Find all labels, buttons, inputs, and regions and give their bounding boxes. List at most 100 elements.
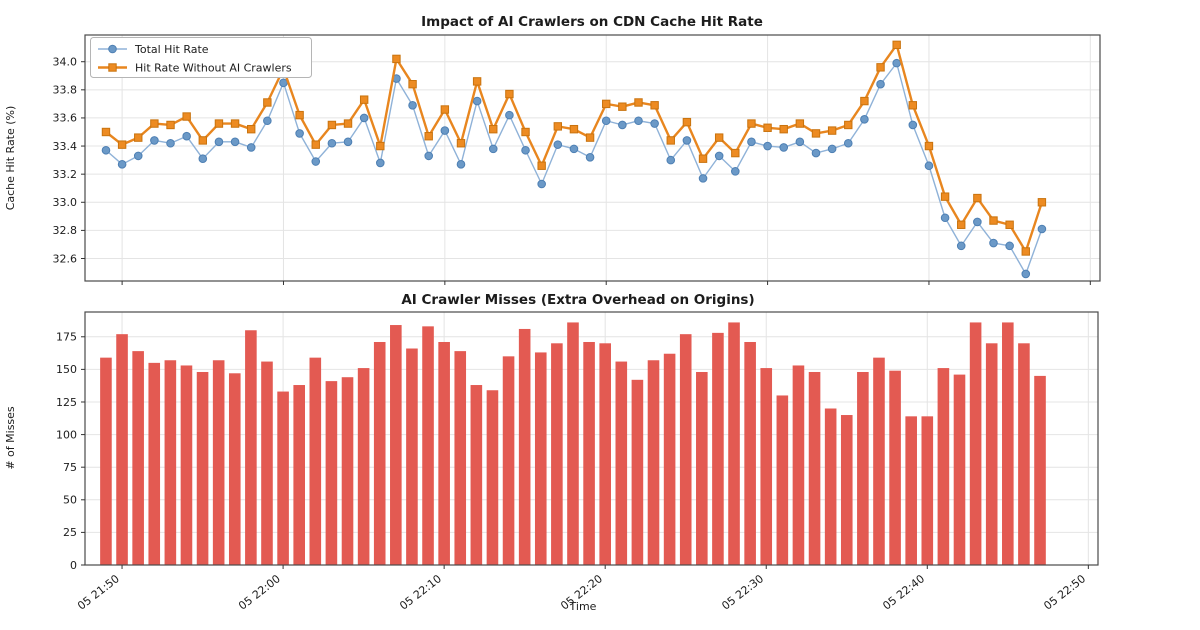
data-point-marker <box>327 120 337 130</box>
bar <box>728 322 740 565</box>
bar <box>357 368 370 565</box>
data-point-marker <box>521 127 530 137</box>
data-point-marker <box>150 119 159 128</box>
data-point-marker <box>488 144 498 154</box>
data-point-marker <box>860 115 869 124</box>
data-point-marker <box>359 113 369 123</box>
data-point-marker <box>343 137 353 147</box>
bar <box>341 377 354 565</box>
data-point-marker <box>311 157 321 166</box>
bottom-chart-xlabel: Time <box>569 600 597 613</box>
bar <box>744 341 756 565</box>
data-point-marker <box>924 141 934 151</box>
bar <box>1002 322 1014 565</box>
data-point-marker <box>940 213 950 223</box>
data-point-marker <box>101 145 111 155</box>
data-point-marker <box>989 216 998 225</box>
data-point-marker <box>876 63 885 72</box>
legend-label: Hit Rate Without AI Crawlers <box>135 62 292 75</box>
bar <box>921 416 934 565</box>
bar <box>148 362 161 565</box>
data-point-marker <box>133 151 143 161</box>
data-point-marker <box>892 58 901 68</box>
y-tick-label: 25 <box>63 526 77 539</box>
data-point-marker <box>456 160 466 169</box>
data-point-marker <box>650 119 659 128</box>
bar <box>696 371 708 565</box>
bar <box>969 322 982 565</box>
data-point-marker <box>182 131 191 141</box>
bar <box>518 328 531 565</box>
y-tick-label: 0 <box>70 559 77 572</box>
bar <box>873 357 885 565</box>
crawler-misses-bar-chart: AI Crawler Misses (Extra Overhead on Ori… <box>4 292 1099 613</box>
data-point-marker <box>295 129 304 138</box>
data-point-marker <box>408 80 417 89</box>
bar <box>953 374 966 565</box>
bar <box>889 370 901 565</box>
data-point-marker <box>456 139 466 148</box>
y-tick-label: 32.8 <box>53 224 78 237</box>
bar <box>486 390 499 565</box>
series-line-total <box>105 62 1043 275</box>
data-point-marker <box>166 120 175 130</box>
bar <box>824 408 837 565</box>
bar <box>615 361 628 565</box>
bar <box>196 371 209 565</box>
data-point-marker <box>182 112 191 121</box>
data-point-marker <box>553 140 563 149</box>
bar <box>840 415 853 565</box>
bar <box>373 341 386 565</box>
data-point-marker <box>779 143 789 152</box>
bar <box>937 368 950 565</box>
bottom-chart-ylabel: # of Misses <box>4 406 17 470</box>
bar <box>1034 375 1046 565</box>
data-point-marker <box>602 99 611 109</box>
data-point-marker <box>811 129 821 138</box>
data-point-marker <box>327 138 337 148</box>
data-point-marker <box>472 77 482 86</box>
bar <box>180 365 193 565</box>
y-tick-label: 50 <box>63 494 77 507</box>
data-point-marker <box>134 133 143 142</box>
data-point-marker <box>795 137 805 147</box>
bar <box>212 360 225 565</box>
data-point-marker <box>779 124 788 134</box>
bar <box>406 348 418 565</box>
y-tick-label: 150 <box>56 363 77 376</box>
plot-border <box>84 34 1101 282</box>
data-point-marker <box>376 141 385 151</box>
data-point-marker <box>989 238 998 248</box>
bar <box>502 356 515 565</box>
data-point-marker <box>843 138 853 148</box>
bar <box>599 343 611 565</box>
data-point-marker <box>424 151 434 161</box>
data-point-marker <box>973 217 982 227</box>
y-tick-label: 32.6 <box>53 252 78 265</box>
bar <box>100 357 112 565</box>
y-tick-label: 34.0 <box>53 56 78 69</box>
data-point-marker <box>585 152 595 162</box>
data-point-marker <box>150 136 159 145</box>
data-point-marker <box>1037 224 1047 234</box>
data-point-marker <box>214 137 224 147</box>
data-point-marker <box>957 220 966 229</box>
data-point-marker <box>505 110 514 120</box>
data-point-marker <box>698 154 708 163</box>
data-point-marker <box>1005 241 1014 251</box>
data-point-marker <box>198 136 207 145</box>
y-tick-label: 33.4 <box>53 140 78 153</box>
data-point-marker <box>537 179 546 189</box>
data-point-marker <box>440 126 450 135</box>
data-point-marker <box>811 148 821 158</box>
data-point-marker <box>601 116 611 126</box>
bar <box>228 373 241 565</box>
bar <box>631 379 644 565</box>
top-chart-ylabel: Cache Hit Rate (%) <box>4 106 17 211</box>
legend-marker <box>108 44 117 54</box>
bar <box>132 351 144 565</box>
data-point-marker <box>924 161 934 171</box>
data-point-marker <box>892 40 901 50</box>
legend: Total Hit Rate Hit Rate Without AI Crawle… <box>90 37 312 78</box>
data-point-marker <box>795 119 805 128</box>
